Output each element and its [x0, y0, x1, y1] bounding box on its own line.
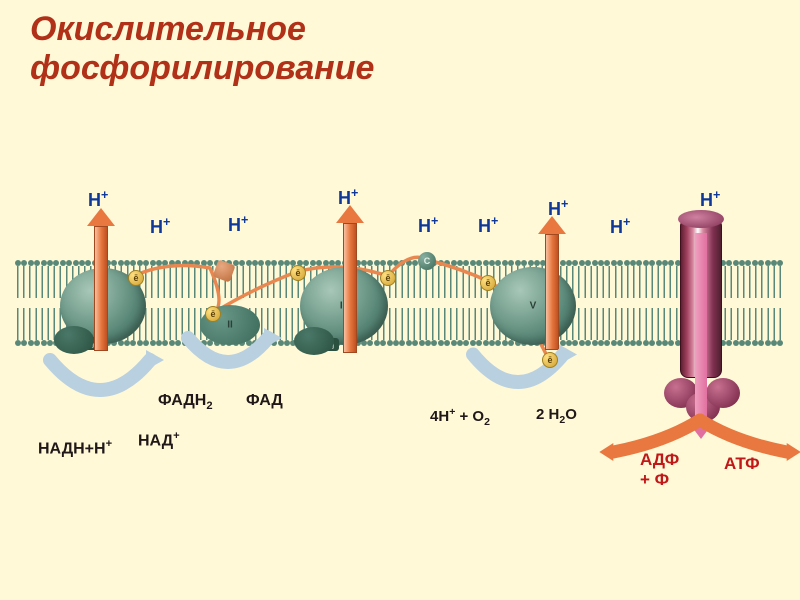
- slide: Окислительное фосфорилирование I[FeS]III…: [0, 0, 800, 600]
- complex-label: V: [530, 301, 537, 312]
- proton-pump-arrow: [538, 216, 566, 350]
- electron: ē: [480, 275, 496, 291]
- label-o2: 4H+ + O2: [430, 406, 490, 428]
- proton-label: H+: [610, 215, 630, 238]
- proton-label: H+: [548, 197, 568, 220]
- slide-title: Окислительное фосфорилирование: [30, 10, 374, 88]
- complex-label: II: [227, 320, 233, 331]
- proton-label: H+: [478, 214, 498, 237]
- electron: ē: [542, 352, 558, 368]
- label-nadh: НАДН+Н+: [38, 438, 112, 458]
- proton-pump-arrow: [87, 208, 115, 351]
- proton-label: H+: [88, 188, 108, 211]
- proton-label: H+: [700, 188, 720, 211]
- electron: ē: [290, 265, 306, 281]
- title-line2: фосфорилирование: [30, 49, 374, 87]
- label-adp: АДФ+ Ф: [640, 450, 679, 490]
- title-line1: Окислительное: [30, 10, 306, 48]
- label-nad: НАД+: [138, 430, 180, 450]
- label-fad: ФАД: [246, 392, 283, 410]
- proton-label: H+: [150, 215, 170, 238]
- cytochrome-c: C: [418, 252, 436, 270]
- label-atp: АТФ: [724, 454, 760, 474]
- electron: ē: [128, 270, 144, 286]
- electron: ē: [380, 270, 396, 286]
- label-fadh2: ФАДН2: [158, 392, 213, 412]
- proton-label: H+: [228, 213, 248, 236]
- label-h2o: 2 H2O: [536, 406, 577, 426]
- electron: ē: [205, 306, 221, 322]
- atp-synthase-f1-lobe: [706, 378, 740, 408]
- proton-pump-arrow: [336, 205, 364, 353]
- proton-label: H+: [338, 186, 358, 209]
- proton-label: H+: [418, 214, 438, 237]
